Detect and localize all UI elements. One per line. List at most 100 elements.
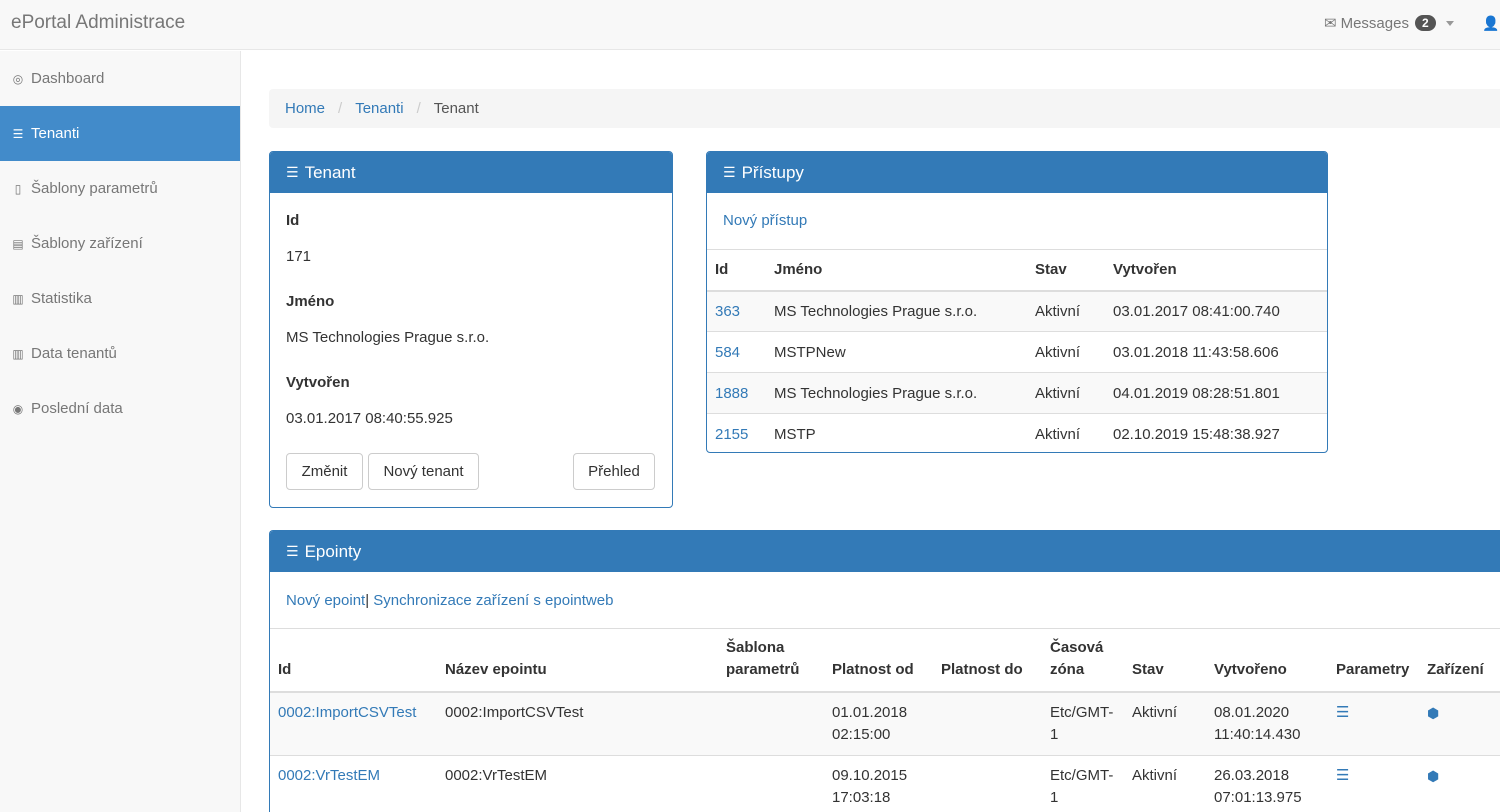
- epoint-created: 26.03.2018 07:01:13.975: [1206, 755, 1328, 812]
- access-id-link[interactable]: 2155: [715, 425, 749, 443]
- sidebar-item-label: Šablony parametrů: [31, 180, 158, 197]
- messages-label: Messages: [1340, 14, 1409, 32]
- column-header: Vytvořeno: [1206, 628, 1328, 693]
- epoint-status: Aktivní: [1124, 755, 1206, 812]
- breadcrumb-tenanti-link[interactable]: Tenanti: [355, 100, 404, 117]
- dashboard-icon: ◎: [12, 71, 24, 86]
- table-header-row: Id Název epointu Šablona parametrů Platn…: [270, 628, 1500, 693]
- epoint-created: 08.01.2020 11:40:14.430: [1206, 691, 1328, 756]
- epointy-actions: Nový epoint| Synchronizace zařízení s ep…: [286, 592, 613, 609]
- pristupy-panel-heading: ☰ Přístupy: [707, 152, 1327, 193]
- server-icon: ☰: [12, 126, 24, 141]
- epoint-valid-from: 01.01.2018 02:15:00: [824, 691, 933, 756]
- card-icon: ▤: [12, 236, 24, 251]
- table-row: 0002:ImportCSVTest 0002:ImportCSVTest 01…: [270, 691, 1500, 756]
- messages-count-badge: 2: [1414, 15, 1436, 31]
- epoint-id-link[interactable]: 0002:ImportCSVTest: [278, 704, 417, 721]
- column-header: Id: [707, 249, 766, 292]
- envelope-icon: ✉: [1324, 15, 1337, 32]
- epoint-template: [718, 691, 824, 756]
- sidebar-item-dashboard[interactable]: ◎ Dashboard: [0, 51, 240, 106]
- column-header: Časová zóna: [1042, 628, 1124, 693]
- epoint-name: 0002:ImportCSVTest: [437, 691, 718, 756]
- server-icon: ☰: [723, 164, 736, 180]
- column-header: Id: [270, 628, 437, 693]
- pristupy-panel: ☰ Přístupy Nový přístup Id Jméno Stav Vy…: [706, 151, 1328, 453]
- created-value: 03.01.2017 08:40:55.925: [286, 410, 453, 427]
- panel-title: Tenant: [304, 162, 356, 182]
- tablet-icon: ▯: [14, 181, 22, 196]
- access-status: Aktivní: [1027, 290, 1105, 332]
- access-created: 04.01.2019 08:28:51.801: [1105, 372, 1327, 414]
- breadcrumb-separator: /: [416, 100, 421, 117]
- change-button[interactable]: Změnit: [286, 453, 363, 490]
- sidebar-item-label: Tenanti: [31, 125, 80, 142]
- epoint-valid-from: 09.10.2015 17:03:18: [824, 755, 933, 812]
- column-header: Jméno: [766, 249, 1027, 292]
- sync-devices-link[interactable]: Synchronizace zařízení s epointweb: [373, 592, 614, 609]
- access-name: MSTPNew: [766, 331, 1027, 373]
- column-header: Platnost od: [824, 628, 933, 693]
- brand-title[interactable]: ePortal Administrace: [11, 12, 186, 33]
- column-header: Název epointu: [437, 628, 718, 693]
- table-header-row: Id Jméno Stav Vytvořen: [707, 249, 1327, 292]
- epoint-name: 0002:VrTestEM: [437, 755, 718, 812]
- access-id-link[interactable]: 584: [715, 343, 741, 361]
- access-name: MS Technologies Prague s.r.o.: [766, 372, 1027, 414]
- list-icon[interactable]: ☰: [1336, 767, 1350, 784]
- access-created: 03.01.2017 08:41:00.740: [1105, 290, 1327, 332]
- column-header: Stav: [1027, 249, 1105, 292]
- sidebar: ◎ Dashboard ☰ Tenanti ▯ Šablony parametr…: [0, 51, 241, 812]
- column-header: Platnost do: [933, 628, 1042, 693]
- sidebar-item-data-tenantu[interactable]: ▥ Data tenantů: [0, 326, 240, 381]
- epoints-table: Id Název epointu Šablona parametrů Platn…: [270, 628, 1500, 812]
- access-status: Aktivní: [1027, 372, 1105, 414]
- cube-icon[interactable]: ⬢: [1427, 705, 1440, 721]
- new-access-link[interactable]: Nový přístup: [723, 212, 808, 229]
- new-epoint-link[interactable]: Nový epoint: [286, 592, 366, 609]
- messages-dropdown[interactable]: ✉ Messages 2: [1324, 14, 1454, 32]
- access-table: Id Jméno Stav Vytvořen 363 MS Technologi…: [707, 249, 1327, 452]
- sidebar-item-label: Data tenantů: [31, 345, 117, 362]
- epoint-template: [718, 755, 824, 812]
- column-header: Zařízení: [1419, 628, 1500, 693]
- eye-icon: ◉: [12, 401, 24, 416]
- epoint-id-link[interactable]: 0002:VrTestEM: [278, 767, 380, 784]
- overview-button[interactable]: Přehled: [573, 453, 655, 490]
- sidebar-item-label: Poslední data: [31, 400, 123, 417]
- access-id-link[interactable]: 363: [715, 302, 741, 320]
- sidebar-item-label: Statistika: [31, 290, 92, 307]
- user-icon[interactable]: 👤: [1482, 15, 1500, 31]
- sidebar-item-statistika[interactable]: ▥ Statistika: [0, 271, 240, 326]
- access-created: 02.10.2019 15:48:38.927: [1105, 413, 1327, 452]
- access-id-link[interactable]: 1888: [715, 384, 749, 402]
- sidebar-item-sablony-zarizeni[interactable]: ▤ Šablony zařízení: [0, 216, 240, 271]
- access-status: Aktivní: [1027, 413, 1105, 452]
- access-created: 03.01.2018 11:43:58.606: [1105, 331, 1327, 373]
- access-name: MSTP: [766, 413, 1027, 452]
- table-row: 363 MS Technologies Prague s.r.o. Aktivn…: [707, 290, 1327, 332]
- panel-title: Přístupy: [741, 162, 804, 182]
- new-tenant-button[interactable]: Nový tenant: [368, 453, 479, 490]
- breadcrumb-separator: /: [338, 100, 343, 117]
- epoint-timezone: Etc/GMT-1: [1042, 691, 1124, 756]
- cube-icon[interactable]: ⬢: [1427, 768, 1440, 784]
- sidebar-item-label: Šablony zařízení: [31, 235, 143, 252]
- sidebar-item-tenanti[interactable]: ☰ Tenanti: [0, 106, 240, 161]
- caret-down-icon: [1445, 20, 1454, 26]
- tenant-panel: ☰ Tenant Id 171 Jméno MS Technologies Pr…: [269, 151, 673, 508]
- id-value: 171: [286, 248, 312, 265]
- sidebar-item-sablony-parametru[interactable]: ▯ Šablony parametrů: [0, 161, 240, 216]
- column-header: Vytvořen: [1105, 249, 1327, 292]
- epoint-status: Aktivní: [1124, 691, 1206, 756]
- breadcrumb-home-link[interactable]: Home: [285, 100, 326, 117]
- list-icon[interactable]: ☰: [1336, 704, 1350, 721]
- epointy-panel: ☰ Epointy Nový epoint| Synchronizace zař…: [269, 530, 1500, 812]
- table-row: 584 MSTPNew Aktivní 03.01.2018 11:43:58.…: [707, 331, 1327, 373]
- sidebar-item-posledni-data[interactable]: ◉ Poslední data: [0, 381, 240, 436]
- column-header: Stav: [1124, 628, 1206, 693]
- name-value: MS Technologies Prague s.r.o.: [286, 329, 490, 346]
- epointy-panel-heading: ☰ Epointy: [270, 531, 1500, 572]
- name-label: Jméno: [286, 293, 335, 310]
- tenant-panel-heading: ☰ Tenant: [270, 152, 672, 193]
